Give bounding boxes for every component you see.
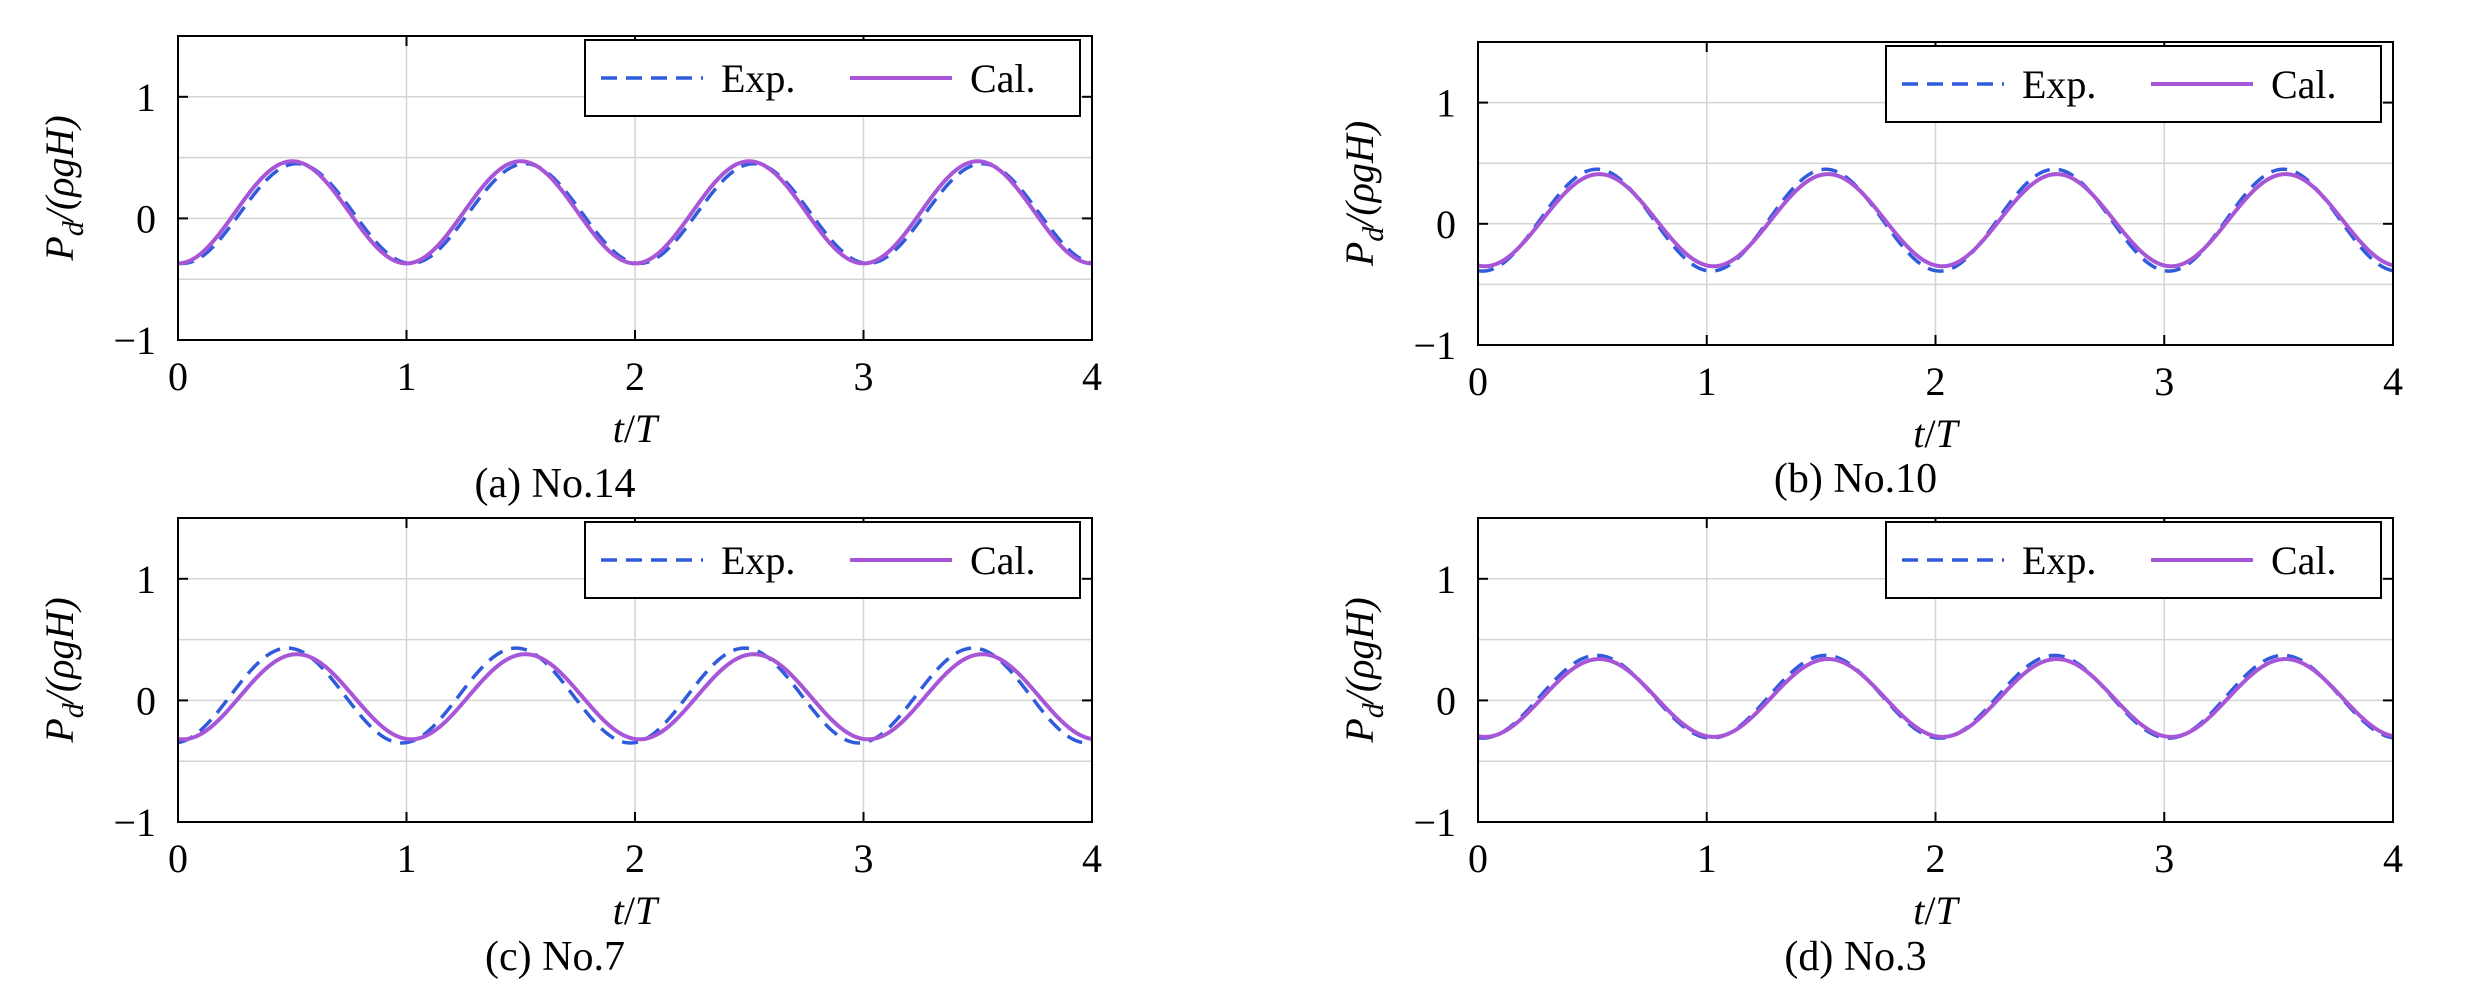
x-tick-label: 0 [1468, 359, 1488, 404]
exp-series-line [177, 646, 1093, 745]
legend-exp-label: Exp. [721, 538, 795, 583]
legend: Exp. Cal. [584, 521, 1081, 599]
legend-cal-label: Cal. [2271, 62, 2337, 107]
x-tick-label: 3 [854, 836, 874, 881]
panel-caption: (a) No.14 [475, 461, 636, 507]
x-tick-label: 4 [1082, 354, 1102, 399]
x-axis-label: t/T [1913, 411, 1960, 456]
legend-exp-label: Exp. [721, 56, 795, 101]
legend: Exp. Cal. [584, 39, 1081, 117]
x-tick-label: 1 [397, 836, 417, 881]
y-tick-label: −1 [1413, 800, 1456, 845]
legend-exp-label: Exp. [2022, 62, 2096, 107]
x-axis-label: t/T [1913, 888, 1960, 933]
x-tick-label: 1 [1697, 836, 1717, 881]
legend-box [584, 521, 1081, 599]
y-tick-label: 0 [1436, 202, 1456, 247]
x-tick-label: 4 [2383, 836, 2403, 881]
legend-box [1885, 521, 2382, 599]
x-axis-label: t/T [613, 406, 660, 451]
y-tick-label: 1 [136, 75, 156, 120]
y-tick-label: 1 [1436, 557, 1456, 602]
x-tick-label: 1 [1697, 359, 1717, 404]
x-tick-label: 3 [2154, 359, 2174, 404]
x-tick-label: 0 [168, 836, 188, 881]
y-tick-label: −1 [1413, 323, 1456, 368]
x-tick-label: 0 [168, 354, 188, 399]
legend-cal-label: Cal. [2271, 538, 2337, 583]
x-tick-label: 0 [1468, 836, 1488, 881]
legend-cal-label: Cal. [970, 538, 1036, 583]
x-axis-label: t/T [613, 888, 660, 933]
y-tick-label: 0 [1436, 678, 1456, 723]
y-axis-label: Pd/(ρgH) [37, 597, 90, 743]
y-axis-label: Pd/(ρgH) [1337, 121, 1390, 267]
legend: Exp. Cal. [1885, 521, 2382, 599]
legend-exp-label: Exp. [2022, 538, 2096, 583]
x-tick-label: 2 [1926, 836, 1946, 881]
y-tick-label: −1 [113, 800, 156, 845]
legend-cal-label: Cal. [970, 56, 1036, 101]
cal-series-line [1477, 657, 2394, 739]
y-axis-label: Pd/(ρgH) [1337, 597, 1390, 743]
chart-panel-a: 0 1 2 3 4 −1 0 1 t/T Pd/(ρgH) Exp. Cal. (a) No.14 [37, 35, 1102, 507]
legend-box [1885, 45, 2382, 123]
chart-panel-b: 0 1 2 3 4 −1 0 1 t/T Pd/(ρgH) Exp. Cal. (b) No.10 [1337, 41, 2403, 502]
x-tick-label: 4 [1082, 836, 1102, 881]
legend-box [584, 39, 1081, 117]
y-tick-label: 1 [1436, 81, 1456, 126]
panel-caption: (c) No.7 [485, 934, 625, 980]
chart-panel-d: 0 1 2 3 4 −1 0 1 t/T Pd/(ρgH) Exp. Cal. (d) No.3 [1337, 517, 2403, 980]
x-tick-label: 3 [2154, 836, 2174, 881]
x-tick-label: 4 [2383, 359, 2403, 404]
x-tick-label: 2 [625, 836, 645, 881]
cal-series-line [177, 652, 1093, 742]
x-tick-label: 3 [854, 354, 874, 399]
cal-series-line [1477, 172, 2394, 269]
chart-panel-c: 0 1 2 3 4 −1 0 1 t/T Pd/(ρgH) Exp. Cal. (c) No.7 [37, 517, 1102, 980]
x-tick-label: 2 [1926, 359, 1946, 404]
legend: Exp. Cal. [1885, 45, 2382, 123]
y-tick-label: 0 [136, 196, 156, 241]
y-tick-label: 0 [136, 678, 156, 723]
y-axis-label: Pd/(ρgH) [37, 115, 90, 261]
x-tick-label: 1 [397, 354, 417, 399]
y-tick-label: −1 [113, 318, 156, 363]
y-tick-label: 1 [136, 557, 156, 602]
panel-caption: (d) No.3 [1784, 934, 1926, 980]
panel-caption: (b) No.10 [1774, 456, 1937, 502]
cal-series-line [177, 159, 1093, 266]
x-tick-label: 2 [625, 354, 645, 399]
